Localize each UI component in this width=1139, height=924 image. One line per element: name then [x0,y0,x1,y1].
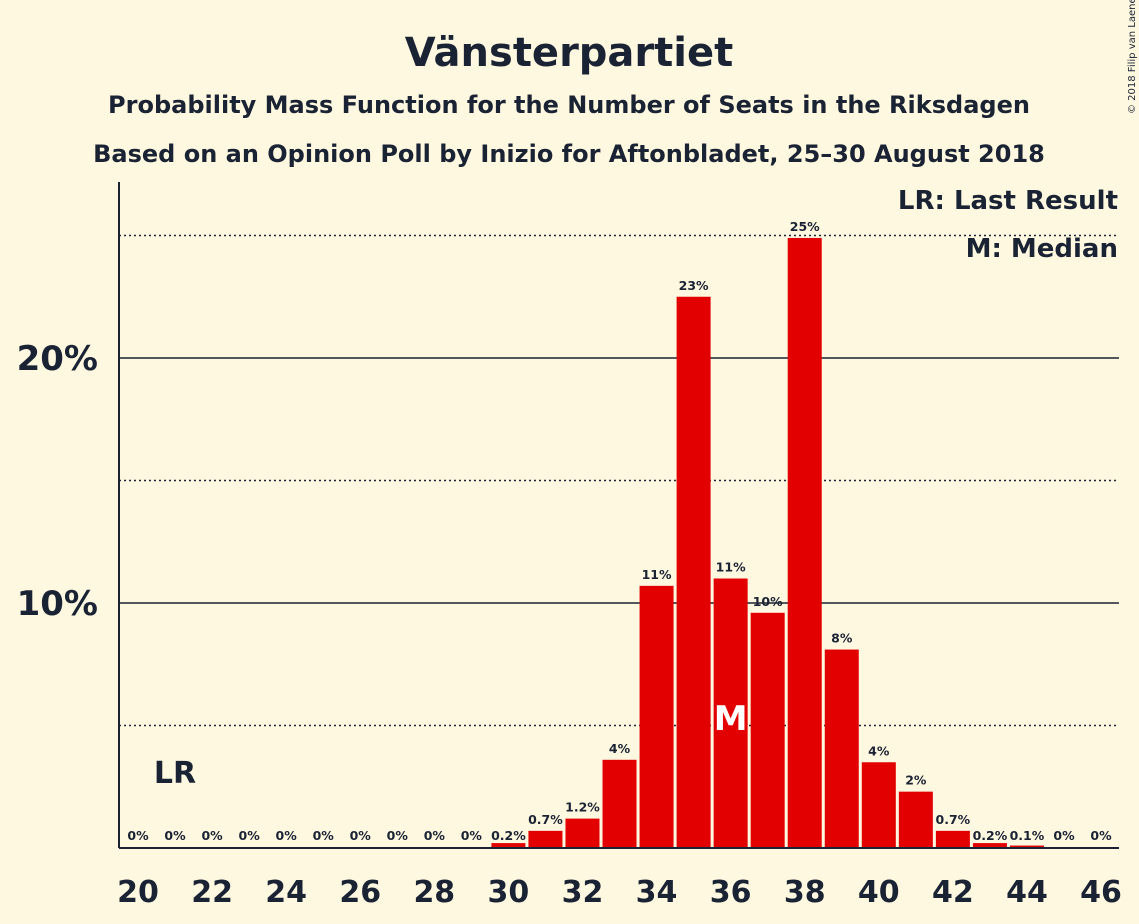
bar-34 [639,585,674,848]
gridlines [119,234,1119,727]
data-label-21: 0% [164,828,186,843]
data-label-44: 0.1% [1010,828,1045,843]
bar-35 [676,296,711,848]
data-label-25: 0% [313,828,335,843]
x-tick-label: 46 [1080,875,1122,910]
data-label-29: 0% [461,828,483,843]
data-label-45: 0% [1053,828,1075,843]
markers: LR M [154,699,748,791]
x-tick-label: 20 [117,875,159,910]
data-label-22: 0% [201,828,223,843]
data-label-39: 8% [831,631,853,646]
x-tick-label: 24 [265,875,307,910]
bar-42 [935,830,970,848]
chart-title: Vänsterpartiet [405,30,733,76]
bar-32 [565,818,600,848]
data-label-37: 10% [753,594,783,609]
legend-median: M: Median [966,234,1118,264]
data-label-38: 25% [790,219,820,234]
y-axis-ticks: 10% 20% [17,339,98,624]
x-tick-label: 36 [710,875,752,910]
bar-37 [750,612,785,848]
x-tick-label: 42 [932,875,974,910]
data-label-32: 1.2% [565,800,600,815]
x-tick-label: 34 [636,875,678,910]
data-label-23: 0% [239,828,261,843]
data-label-27: 0% [387,828,409,843]
median-marker: M [714,699,748,739]
x-tick-label: 32 [562,875,604,910]
data-label-26: 0% [350,828,372,843]
data-label-20: 0% [127,828,149,843]
bar-36 [713,578,748,848]
bar-33 [602,759,637,848]
bar-31 [528,830,563,848]
x-tick-label: 44 [1006,875,1048,910]
chart-source: Based on an Opinion Poll by Inizio for A… [93,140,1045,168]
data-label-46: 0% [1090,828,1112,843]
data-label-43: 0.2% [973,828,1008,843]
x-axis-ticks: 20 22 24 26 28 30 32 34 36 38 40 42 44 46 [117,875,1122,910]
legend-last-result: LR: Last Result [898,186,1118,216]
x-tick-label: 28 [413,875,455,910]
chart-subtitle: Probability Mass Function for the Number… [108,91,1030,119]
x-tick-label: 22 [191,875,233,910]
data-label-30: 0.2% [491,828,526,843]
data-label-34: 11% [642,567,672,582]
bar-38 [787,237,822,848]
data-label-41: 2% [905,773,927,788]
bar-41 [898,791,933,848]
y-tick-label: 20% [17,339,98,379]
data-label-28: 0% [424,828,446,843]
copyright-notice: © 2018 Filip van Laenen [1127,0,1138,114]
last-result-marker: LR [154,756,196,791]
y-tick-label: 10% [17,584,98,624]
x-tick-label: 40 [858,875,900,910]
data-label-24: 0% [276,828,298,843]
bars [491,237,1044,848]
data-label-35: 23% [679,278,709,293]
bar-39 [824,649,859,848]
bar-44 [1009,845,1044,848]
x-tick-label: 26 [339,875,381,910]
bar-30 [491,843,526,848]
bar-40 [861,762,896,848]
data-label-42: 0.7% [936,812,971,827]
data-label-33: 4% [609,741,631,756]
data-label-40: 4% [868,743,890,758]
data-label-36: 11% [716,560,746,575]
x-tick-label: 30 [488,875,530,910]
data-label-31: 0.7% [528,812,563,827]
x-tick-label: 38 [784,875,826,910]
bar-43 [972,843,1007,848]
data-labels: 0% 0% 0% 0% 0% 0% 0% 0% 0% 0% 0.2%0.7%1.2%4%11%23%… [127,219,1112,843]
